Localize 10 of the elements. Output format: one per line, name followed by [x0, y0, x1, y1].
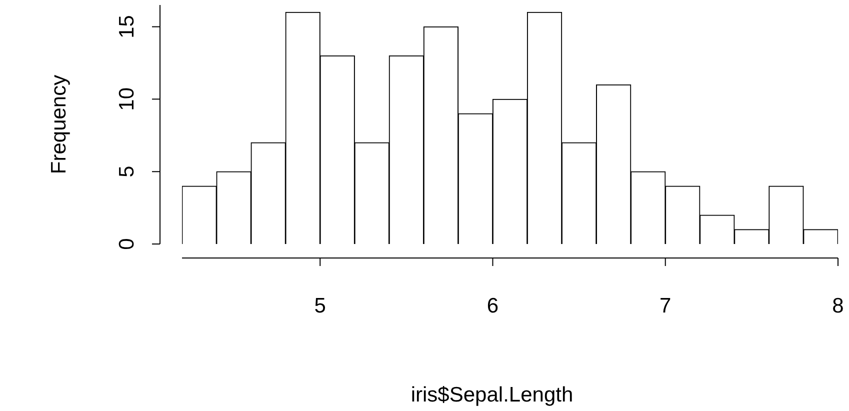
y-tick-label: 15	[115, 15, 138, 38]
y-tick-label: 5	[115, 166, 138, 178]
x-tick-label: 5	[314, 294, 326, 318]
x-tick-label: 7	[660, 294, 672, 318]
y-axis-title: Frequency	[47, 74, 70, 174]
x-axis-title: iris$Sepal.Length	[410, 383, 574, 406]
x-tick-label: 8	[832, 294, 844, 318]
y-tick-label: 0	[115, 238, 138, 250]
y-tick-label: 10	[115, 87, 138, 111]
x-tick-label: 6	[486, 294, 499, 318]
